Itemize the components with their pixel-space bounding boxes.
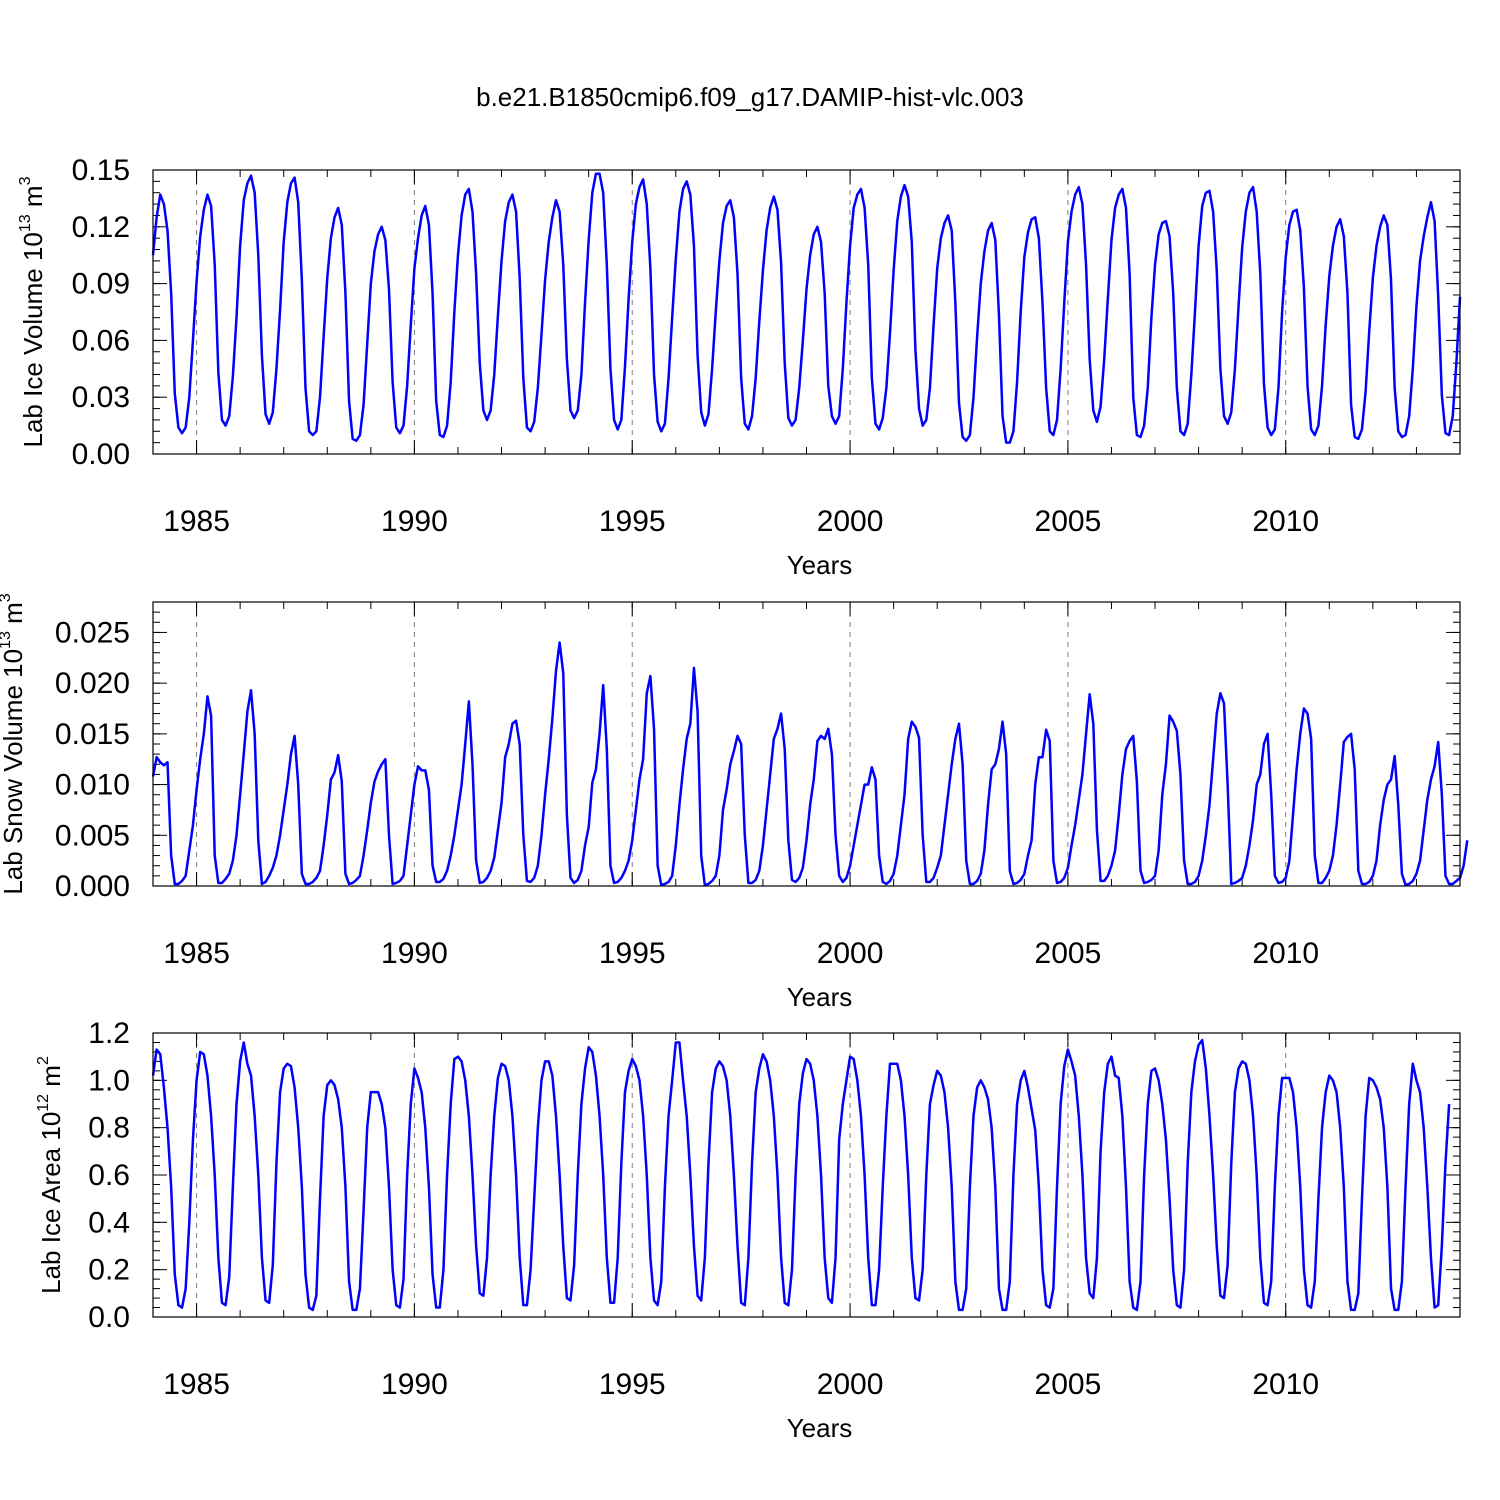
y-tick-label: 0.06 <box>72 324 130 357</box>
x-tick-label: 1990 <box>381 1368 448 1401</box>
y-tick-label: 0.09 <box>72 268 130 301</box>
y-axis-title-text: Lab Ice Volume 10 <box>18 232 48 447</box>
y-tick-label: 1.0 <box>88 1064 130 1097</box>
y-tick-label: 0.6 <box>88 1159 130 1192</box>
plot-frame <box>152 169 1461 455</box>
x-tick-label: 2000 <box>817 505 884 538</box>
y-tick-label: 1.2 <box>88 1017 130 1050</box>
x-tick-label: 2010 <box>1252 937 1319 970</box>
figure-title: b.e21.B1850cmip6.f09_g17.DAMIP-hist-vlc.… <box>476 82 1024 112</box>
x-tick-label: 2010 <box>1252 505 1319 538</box>
y-tick-label: 0.4 <box>88 1206 130 1239</box>
x-tick-label: 2005 <box>1035 937 1102 970</box>
y-axis-title-exponent: 13 <box>0 631 14 649</box>
y-axis-title-unit: m <box>0 602 28 631</box>
panel-ice-volume: 0.00 0.03 0.06 0.09 0.12 0.15 1985 1990 1995 2000… <box>17 154 1462 580</box>
y-axis-title-unit-exponent: 3 <box>0 593 14 602</box>
x-tick-label: 2000 <box>817 1368 884 1401</box>
x-tick-label: 1995 <box>599 505 666 538</box>
y-axis-title-unit: m <box>18 185 48 214</box>
y-tick-label: 0.15 <box>72 154 130 187</box>
y-axis-title-text: Lab Ice Area 10 <box>36 1112 66 1294</box>
x-tick-label: 1990 <box>381 937 448 970</box>
y-tick-label: 0.000 <box>55 870 130 903</box>
x-tick-label: 2010 <box>1252 1368 1319 1401</box>
x-tick-label: 1995 <box>599 937 666 970</box>
y-axis-title-unit-exponent: 2 <box>35 1056 52 1065</box>
plot-frame <box>152 1032 1461 1318</box>
x-axis-title: Years <box>787 550 853 580</box>
x-tick-label: 2005 <box>1035 1368 1102 1401</box>
y-axis-title-text: Lab Snow Volume 10 <box>0 649 28 895</box>
x-tick-label: 1985 <box>163 1368 230 1401</box>
x-axis-title: Years <box>787 1413 853 1443</box>
y-axis-title: Lab Ice Area 1012 m2 <box>35 1056 66 1294</box>
series-line-snow-volume <box>151 641 1469 887</box>
x-axis-title: Years <box>787 982 853 1012</box>
y-tick-label: 0.0 <box>88 1301 130 1334</box>
x-tick-label: 2000 <box>817 937 884 970</box>
series-line-ice-volume <box>151 172 1462 444</box>
y-tick-label: 0.025 <box>55 616 130 649</box>
y-tick-label: 0.015 <box>55 718 130 751</box>
y-tick-label: 0.03 <box>72 381 130 414</box>
y-axis-title: Lab Ice Volume 1013 m3 <box>17 176 48 447</box>
y-tick-label: 0.12 <box>72 211 130 244</box>
y-axis-title-exponent: 12 <box>35 1094 52 1112</box>
series-line-ice-area <box>151 1038 1451 1312</box>
y-tick-label: 0.020 <box>55 667 130 700</box>
x-tick-label: 2005 <box>1035 505 1102 538</box>
panel-snow-volume: 0.000 0.005 0.010 0.015 0.020 0.025 1985 1990 19… <box>0 593 1469 1012</box>
x-tick-label: 1995 <box>599 1368 666 1401</box>
panel-ice-area: 0.0 0.2 0.4 0.6 0.8 1.0 1.2 1985 1990 1995 2000 200… <box>35 1017 1461 1443</box>
y-axis-title: Lab Snow Volume 1013 m3 <box>0 593 28 894</box>
plot-frame <box>152 601 1461 887</box>
x-tick-label: 1985 <box>163 505 230 538</box>
y-axis-title-unit-exponent: 3 <box>17 176 34 185</box>
y-axis-title-unit: m <box>36 1065 66 1094</box>
x-tick-label: 1985 <box>163 937 230 970</box>
y-axis-title-exponent: 13 <box>17 214 34 232</box>
y-tick-label: 0.00 <box>72 438 130 471</box>
y-tick-label: 0.010 <box>55 769 130 802</box>
y-tick-label: 0.2 <box>88 1254 130 1287</box>
x-tick-label: 1990 <box>381 505 448 538</box>
y-tick-label: 0.005 <box>55 819 130 852</box>
y-tick-label: 0.8 <box>88 1112 130 1145</box>
